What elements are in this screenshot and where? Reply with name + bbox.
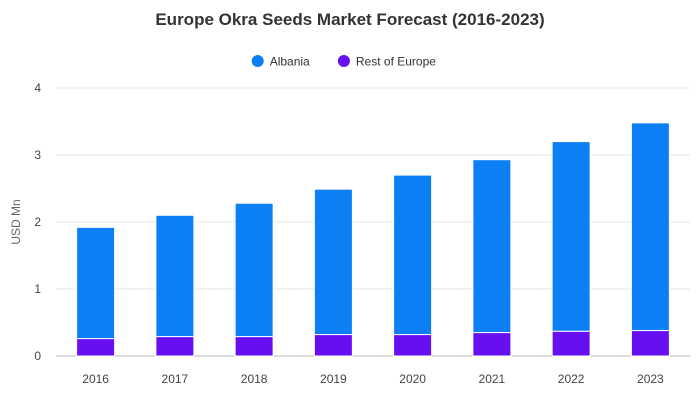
x-tick-label: 2017 bbox=[162, 372, 189, 386]
x-tick-label: 2021 bbox=[479, 372, 506, 386]
legend-label: Rest of Europe bbox=[356, 55, 436, 69]
y-tick-label: 1 bbox=[34, 282, 41, 296]
bar-albania[interactable] bbox=[155, 214, 195, 338]
x-tick-label: 2022 bbox=[558, 372, 585, 386]
bar-albania[interactable] bbox=[393, 174, 433, 336]
x-tick-label: 2023 bbox=[637, 372, 664, 386]
chart-title: Europe Okra Seeds Market Forecast (2016-… bbox=[155, 10, 544, 29]
y-tick-label: 0 bbox=[34, 349, 41, 363]
bar-rest-of-europe[interactable] bbox=[76, 338, 116, 357]
bar-rest-of-europe[interactable] bbox=[393, 334, 433, 357]
bar-albania[interactable] bbox=[313, 188, 353, 336]
legend-marker bbox=[251, 55, 264, 67]
x-axis: 2016 2017 2018 2019 2020 2021 2022 2023 bbox=[82, 372, 664, 386]
bar-albania[interactable] bbox=[472, 159, 512, 334]
bar-rest-of-europe[interactable] bbox=[313, 334, 353, 357]
y-axis-title: USD Mn bbox=[9, 199, 23, 244]
bar-albania[interactable] bbox=[551, 141, 591, 332]
x-tick-label: 2016 bbox=[82, 372, 109, 386]
legend-marker bbox=[337, 55, 350, 67]
legend-item[interactable]: Rest of Europe bbox=[337, 55, 436, 69]
legend-item[interactable]: Albania bbox=[251, 55, 310, 69]
bar-albania[interactable] bbox=[76, 226, 116, 340]
bar-rest-of-europe[interactable] bbox=[155, 336, 195, 357]
legend-label: Albania bbox=[270, 55, 310, 69]
bar-albania[interactable] bbox=[234, 202, 274, 338]
legend: Albania Rest of Europe bbox=[251, 55, 436, 69]
y-tick-label: 2 bbox=[34, 215, 41, 229]
bars bbox=[76, 122, 670, 357]
y-tick-label: 4 bbox=[34, 81, 41, 95]
bar-rest-of-europe[interactable] bbox=[472, 332, 512, 357]
bar-rest-of-europe[interactable] bbox=[234, 336, 274, 357]
bar-rest-of-europe[interactable] bbox=[630, 330, 670, 357]
y-tick-label: 3 bbox=[34, 148, 41, 162]
y-axis: 0 1 2 3 4 bbox=[34, 81, 41, 363]
x-tick-label: 2020 bbox=[399, 372, 426, 386]
x-tick-label: 2018 bbox=[241, 372, 268, 386]
x-tick-label: 2019 bbox=[320, 372, 347, 386]
bar-albania[interactable] bbox=[630, 122, 670, 332]
bar-rest-of-europe[interactable] bbox=[551, 330, 591, 357]
gridlines bbox=[56, 87, 690, 357]
